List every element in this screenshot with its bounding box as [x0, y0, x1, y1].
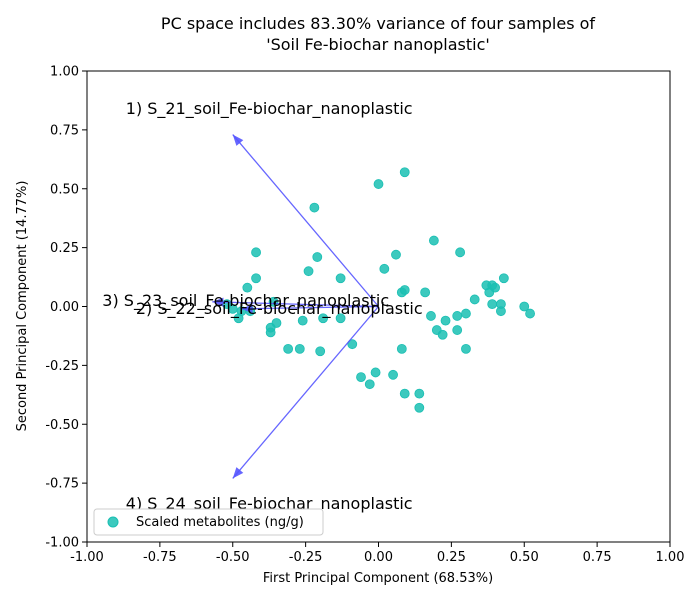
scatter-point: [312, 252, 323, 262]
x-tick-label: -1.00: [70, 550, 104, 565]
y-tick-label: -0.75: [45, 477, 79, 492]
scatter-point: [251, 247, 261, 258]
scatter-point: [364, 379, 375, 390]
scatter-point: [388, 369, 398, 380]
loading-arrow-head: [212, 297, 224, 307]
legend: Scaled metabolites (ng/g): [93, 508, 324, 536]
scatter-point: [315, 346, 326, 357]
scatter-point: [414, 402, 425, 413]
scatter-point: [440, 315, 451, 326]
y-tick-label: -1.00: [45, 536, 79, 551]
loading-arrow-line: [232, 306, 379, 479]
scatter-point: [356, 372, 366, 383]
legend-box: [93, 508, 324, 536]
x-tick-label: -0.25: [289, 550, 323, 565]
scatter-point: [452, 325, 463, 335]
loading-label: 1) S_21_soil_Fe-biochar_nanoplastic: [126, 99, 413, 119]
x-tick-label: 0.75: [583, 550, 612, 565]
loading-arrow-line: [232, 134, 379, 307]
loading-arrow-line: [212, 301, 379, 308]
scatter-point: [294, 343, 305, 354]
scatter-point: [233, 313, 244, 324]
loading-label: 2) S_22_soil_Fe-biochar_nanoplastic: [136, 299, 423, 319]
scatter-point: [309, 202, 320, 213]
scatter-point: [297, 315, 308, 326]
loading-arrow-head: [232, 467, 244, 479]
y-tick-label: 0.00: [50, 300, 79, 315]
scatter-point: [428, 235, 439, 246]
scatter-point: [379, 263, 390, 274]
scatter-point: [399, 285, 410, 295]
scatter-point: [283, 343, 294, 354]
x-tick-label: -0.75: [143, 550, 177, 565]
y-tick-label: 0.75: [50, 123, 79, 138]
scatter-point: [519, 301, 530, 312]
scatter-point: [426, 311, 436, 321]
scatter-point: [455, 247, 466, 258]
scatter-point: [318, 313, 329, 324]
scatter-point: [437, 329, 448, 340]
x-tick-label: 0.50: [510, 550, 539, 565]
x-axis-ticks: -1.00 -0.75 -0.50 -0.25 0.00 0.25 0.50 0.75 1.00: [70, 542, 684, 565]
scatter-point: [370, 367, 381, 378]
loading-label: 3) S_23_soil_Fe-biochar_nanoplastic: [102, 291, 389, 311]
scatter-point: [391, 249, 401, 260]
y-tick-label: -0.50: [45, 418, 79, 433]
chart-title-line-2: 'Soil Fe-biochar nanoplastic': [266, 35, 490, 54]
scatter-point: [525, 308, 535, 319]
scatter-point: [399, 167, 410, 178]
loading-labels: 1) S_21_soil_Fe-biochar_nanoplastic 2) S_…: [102, 99, 422, 514]
scatter-point: [251, 273, 261, 284]
scatter-point: [242, 282, 253, 293]
scatter-point: [303, 266, 314, 277]
scatter-point: [461, 308, 471, 319]
y-tick-label: 0.25: [50, 241, 79, 256]
scatter-point: [496, 306, 506, 317]
scatter-point: [396, 343, 407, 354]
scatter-points: [222, 167, 535, 413]
scatter-point: [452, 311, 463, 321]
scatter-point: [335, 273, 346, 284]
scatter-point: [420, 287, 431, 298]
scatter-point: [484, 287, 495, 298]
x-tick-label: 0.00: [364, 550, 393, 565]
loading-arrows: [212, 134, 379, 479]
scatter-point: [487, 299, 498, 310]
scatter-point: [373, 179, 384, 189]
scatter-point: [469, 294, 480, 305]
y-tick-label: 0.50: [50, 182, 79, 197]
loading-arrow-head: [241, 304, 253, 314]
chart-title-line-1: PC space includes 83.30% variance of fou…: [161, 14, 596, 33]
x-tick-label: 1.00: [656, 550, 685, 565]
x-tick-label: -0.50: [216, 550, 250, 565]
scatter-point: [498, 273, 509, 284]
scatter-point: [461, 343, 471, 354]
y-tick-label: -0.25: [45, 359, 79, 374]
x-axis-label: First Principal Component (68.53%): [263, 571, 493, 586]
y-tick-label: 1.00: [50, 65, 79, 80]
scatter-point: [399, 388, 410, 399]
x-tick-label: 0.25: [437, 550, 466, 565]
scatter-point: [335, 313, 346, 324]
loading-arrow-line: [241, 305, 379, 310]
scatter-point: [265, 327, 276, 338]
scatter-point: [414, 388, 425, 399]
legend-label: Scaled metabolites (ng/g): [136, 515, 304, 530]
scatter-point: [347, 339, 358, 350]
loading-arrow-head: [232, 134, 244, 146]
y-axis-label: Second Principal Component (14.77%): [15, 181, 30, 432]
legend-marker: [107, 516, 119, 528]
y-axis-ticks: -1.00 -0.75 -0.50 -0.25 0.00 0.25 0.50 0.75 1.00: [45, 65, 87, 551]
